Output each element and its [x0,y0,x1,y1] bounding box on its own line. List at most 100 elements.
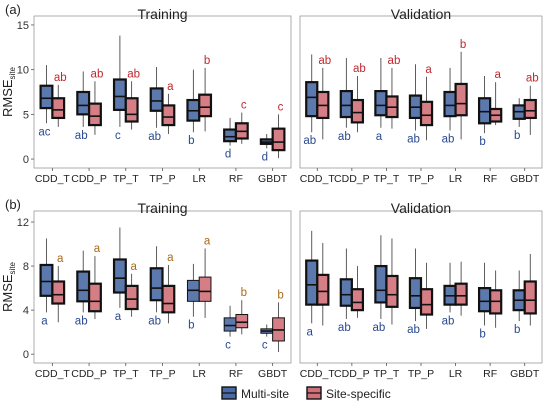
box-site-specific [419,288,434,316]
letter-multi-site: ab [75,315,88,327]
x-tick-label: GBDT [258,173,288,185]
box-multi-site [223,128,238,143]
box-site-specific [235,314,249,329]
x-tick-label: CDD_P [71,173,107,185]
letter-site-specific: b [460,39,466,51]
x-tick-label: CDD_P [71,368,107,380]
letter-multi-site: ab [407,324,420,336]
panel-title: Validation [391,200,451,216]
panel-label: (a) [5,2,21,17]
letter-multi-site: c [115,130,121,142]
box-multi-site [443,90,457,118]
letter-site-specific: ab [54,72,67,84]
letter-site-specific: a [57,253,64,265]
box-multi-site [305,81,319,118]
box-site-specific [523,98,537,120]
box-site-specific [385,274,399,308]
box-multi-site [339,278,353,307]
box-site-specific [198,93,213,118]
y-axis-label: RMSEsite [0,261,17,312]
letter-site-specific: ab [91,68,104,80]
letter-site-specific: ab [526,73,539,85]
box-multi-site [112,258,127,294]
x-tick-label: RF [483,173,497,185]
box-site-specific [124,284,139,311]
letter-multi-site: a [307,326,314,338]
letter-multi-site: ab [407,133,420,145]
x-tick-label: CDD_T [300,173,336,185]
x-tick-label: TP_P [408,173,434,185]
letter-multi-site: d [262,151,268,163]
box-site-specific [87,102,102,127]
x-tick-label: TP_P [408,368,434,380]
box-multi-site [76,90,91,116]
panel-frame [299,15,543,169]
y-axis-label-sub: site [8,66,17,79]
x-tick-label: RF [229,173,243,185]
y-tick-label: 0 [23,154,29,166]
letter-site-specific: ab [318,55,331,67]
letter-multi-site: b [479,136,485,148]
y-tick-label: 0 [23,349,29,361]
legend-label: Multi-site [241,387,289,401]
letter-site-specific: ab [388,55,401,67]
letter-multi-site: ac [38,126,50,138]
x-tick-label: TP_T [374,173,400,185]
box-site-specific [350,288,365,312]
x-tick-label: GBDT [510,173,540,185]
y-axis-label: RMSEsite [0,66,17,117]
y-tick-label: 12 [17,217,29,229]
letter-multi-site: ab [338,322,351,334]
letter-multi-site: c [262,340,268,352]
box-multi-site [76,270,91,303]
box-site-specific [161,284,176,314]
x-tick-label: CDD_P [334,368,370,380]
box-site-specific [87,282,102,313]
letter-site-specific: a [130,261,137,273]
box-multi-site [477,287,492,313]
letter-site-specific: a [94,243,101,255]
letter-site-specific: ab [127,68,140,80]
y-tick-label: 15 [17,20,29,32]
x-tick-label: RF [229,368,243,380]
letter-multi-site: b [514,324,520,336]
x-tick-label: TP_T [113,368,139,380]
box-site-specific [419,100,434,127]
y-axis-label-sub: site [8,261,17,274]
box-multi-site [149,267,164,302]
x-tick-label: CDD_T [35,173,71,185]
letter-multi-site: b [188,135,194,147]
letter-multi-site: ab [148,131,161,143]
letter-multi-site: b [479,329,485,341]
x-tick-label: LR [449,368,463,380]
x-tick-label: TP_P [149,368,175,380]
letter-multi-site: a [376,131,383,143]
x-tick-label: GBDT [258,368,288,380]
x-tick-label: CDD_P [334,173,370,185]
letter-site-specific: b [204,55,210,67]
letter-site-specific: b [277,289,283,301]
letter-site-specific: ab [353,63,366,75]
y-tick-label: 5 [23,109,29,121]
y-tick-label: 10 [17,65,29,77]
panel-title: Validation [391,6,451,22]
box-site-specific [51,280,66,305]
x-tick-label: LR [192,173,206,185]
letter-multi-site: ab [338,131,351,143]
box-multi-site [112,78,127,111]
letter-multi-site: b [188,320,194,332]
box-multi-site [408,277,423,310]
letter-multi-site: d [225,149,231,161]
box-site-specific [198,276,212,302]
x-tick-label: GBDT [510,368,540,380]
letter-multi-site: ab [442,133,455,145]
panel-label: (b) [5,197,21,212]
box-site-specific [161,104,176,127]
x-tick-label: CDD_T [35,368,71,380]
y-axis-label-main: RMSE [0,79,15,117]
letter-site-specific: b [241,287,247,299]
box-site-specific [454,282,468,306]
letter-site-specific: a [167,81,174,93]
x-tick-label: TP_P [149,173,175,185]
